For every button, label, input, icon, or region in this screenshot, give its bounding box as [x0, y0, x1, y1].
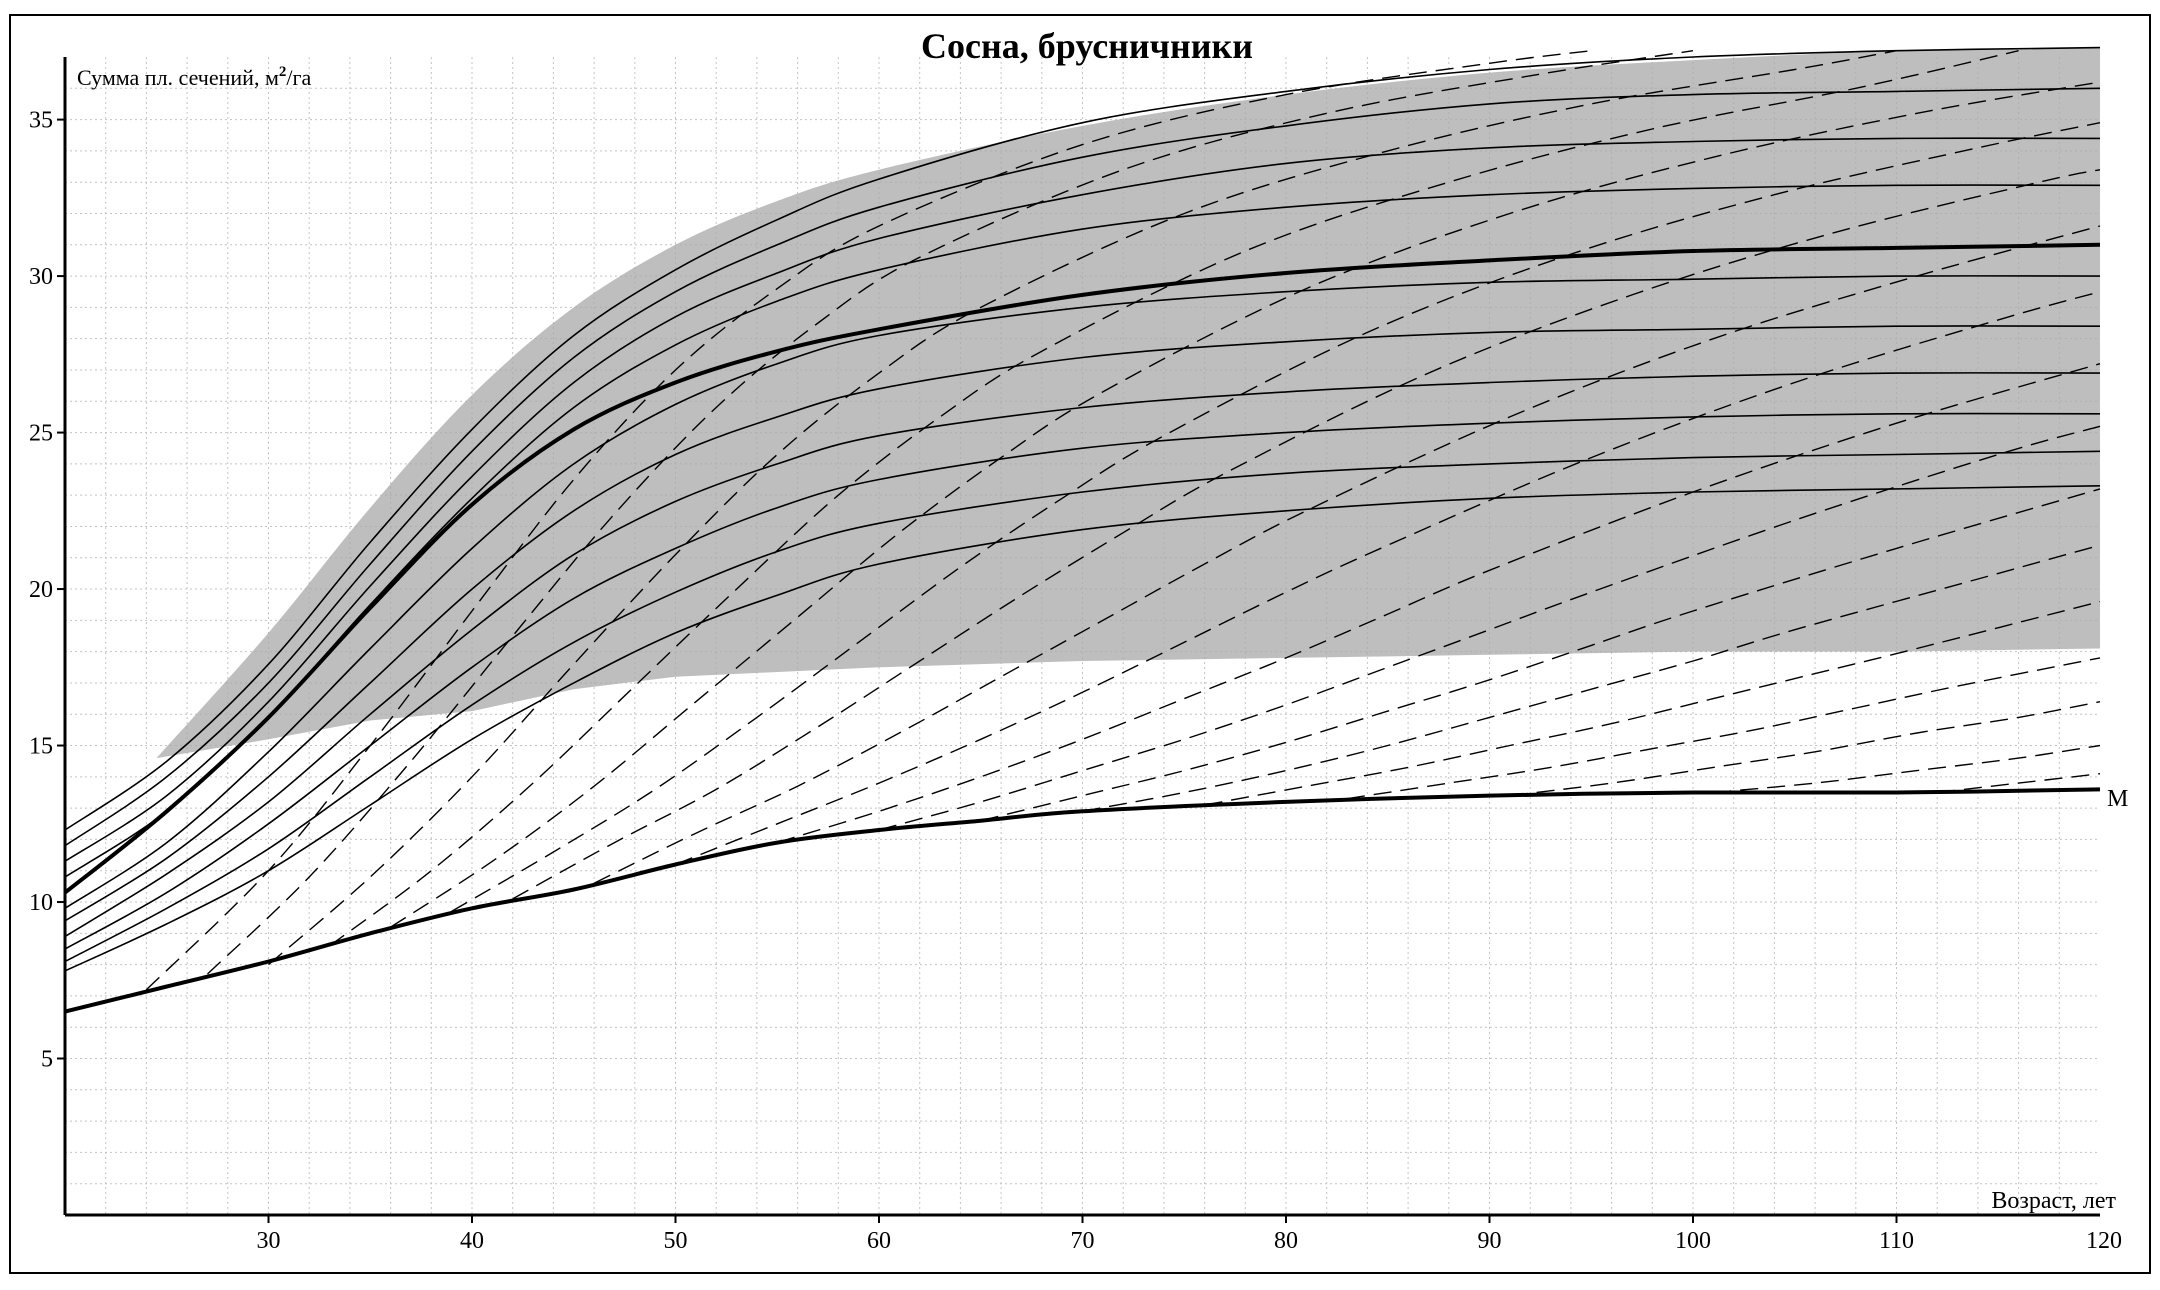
ticks-layer: 5 10 15 20 25 30 35 30 40 50 60 70 80 90 100 110 120 — [29, 108, 2122, 1254]
dashed-line — [390, 81, 2101, 928]
dashed-line — [777, 363, 2101, 844]
x-tick-label: 80 — [1274, 1228, 1298, 1254]
series-line — [64, 87, 2101, 847]
main-series-line — [63, 242, 2101, 895]
x-tick-label: 90 — [1478, 1228, 1502, 1254]
y-tick-label: 30 — [29, 264, 53, 290]
series-line — [64, 325, 2101, 922]
x-tick-label: 60 — [867, 1228, 891, 1254]
y-tick-label: 15 — [29, 734, 53, 760]
x-tick-label: 50 — [664, 1228, 688, 1254]
x-tick-label: 110 — [1879, 1228, 1914, 1254]
series-line — [64, 137, 2101, 862]
dashed-line — [145, 50, 1592, 991]
y-axis-label-prefix: Сумма пл. сечений, м — [77, 65, 279, 90]
dashed-line — [329, 50, 2019, 947]
series-line — [64, 46, 2101, 831]
x-tick-label: 120 — [2086, 1228, 2122, 1254]
y-tick-label: 35 — [29, 108, 53, 134]
series-line — [64, 485, 2101, 972]
dashed-line — [1937, 773, 2101, 794]
dashed-line — [1713, 744, 2101, 794]
y-axis-label: Сумма пл. сечений, м2/га — [77, 64, 312, 90]
chart-title: Сосна, брусничники — [921, 26, 1253, 66]
y-axis-label-sup: 2 — [279, 64, 287, 80]
dashed-line — [980, 488, 2101, 822]
dashed-line — [1509, 701, 2101, 797]
series-line — [64, 275, 2101, 909]
y-tick-label: 10 — [29, 890, 53, 916]
series-layer — [63, 46, 2101, 1014]
dashed-line — [512, 169, 2101, 900]
dashed-line — [1082, 544, 2101, 812]
y-tick-label: 25 — [29, 421, 53, 447]
dashed-line — [451, 122, 2101, 913]
series-line — [64, 372, 2101, 938]
dashed-line — [1346, 657, 2101, 800]
dashed-line — [675, 291, 2101, 866]
y-tick-label: 5 — [41, 1047, 53, 1073]
dashed-line — [593, 225, 2101, 884]
series-line — [64, 450, 2101, 963]
y-tick-label: 20 — [29, 577, 53, 603]
x-axis-label: Возраст, лет — [1991, 1188, 2116, 1214]
dashed-line — [207, 50, 1694, 975]
x-tick-label: 100 — [1675, 1228, 1711, 1254]
x-tick-label: 40 — [460, 1228, 484, 1254]
m-line — [64, 787, 2101, 1014]
x-tick-label: 70 — [1071, 1228, 1095, 1254]
x-tick-label: 30 — [257, 1228, 281, 1254]
dashed-layer — [145, 50, 2101, 991]
series-line — [64, 412, 2101, 950]
dashed-line — [1204, 600, 2101, 806]
y-axis-label-suffix: /га — [286, 65, 311, 90]
dashed-line — [878, 425, 2101, 831]
m-line-label: М — [2107, 786, 2128, 812]
